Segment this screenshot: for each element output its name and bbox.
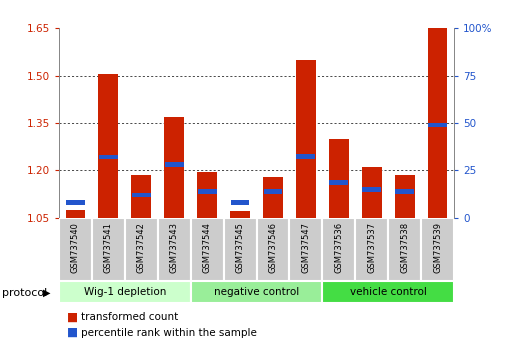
Text: GSM737545: GSM737545 <box>235 222 245 273</box>
Bar <box>296 60 315 218</box>
Text: negative control: negative control <box>214 287 299 297</box>
Bar <box>59 218 92 281</box>
Text: Wig-1 depletion: Wig-1 depletion <box>84 287 166 297</box>
Text: GSM737546: GSM737546 <box>268 222 278 273</box>
Bar <box>59 281 191 303</box>
Bar <box>264 189 282 194</box>
Bar <box>66 200 85 205</box>
Text: vehicle control: vehicle control <box>350 287 427 297</box>
Bar <box>289 218 322 281</box>
Bar <box>329 180 348 185</box>
Bar <box>362 187 381 192</box>
Text: GSM737543: GSM737543 <box>170 222 179 273</box>
Bar <box>362 167 382 218</box>
Bar <box>191 281 322 303</box>
Bar <box>322 218 355 281</box>
Bar <box>164 117 184 218</box>
Text: GSM737538: GSM737538 <box>400 222 409 273</box>
Bar <box>355 218 388 281</box>
Bar <box>197 172 217 218</box>
Bar <box>428 16 447 218</box>
Bar <box>99 155 118 159</box>
Text: GSM737537: GSM737537 <box>367 222 376 273</box>
Bar <box>231 200 249 205</box>
Bar <box>256 218 289 281</box>
Bar <box>125 218 158 281</box>
Bar <box>224 218 256 281</box>
Text: GSM737541: GSM737541 <box>104 222 113 273</box>
Bar <box>198 189 216 194</box>
Bar <box>98 74 118 218</box>
Bar <box>297 154 315 159</box>
Text: ■: ■ <box>67 310 78 323</box>
Bar <box>230 211 250 218</box>
Bar <box>131 175 151 218</box>
Text: GSM737542: GSM737542 <box>137 222 146 273</box>
Text: ■: ■ <box>67 326 78 339</box>
Bar <box>388 218 421 281</box>
Bar <box>132 193 151 197</box>
Text: GSM737544: GSM737544 <box>203 222 212 273</box>
Text: GSM737547: GSM737547 <box>301 222 310 273</box>
Bar <box>191 218 224 281</box>
Text: transformed count: transformed count <box>81 312 179 322</box>
Bar <box>158 218 191 281</box>
Text: GSM737536: GSM737536 <box>334 222 343 273</box>
Bar <box>165 162 184 167</box>
Bar <box>329 139 349 218</box>
Text: GSM737540: GSM737540 <box>71 222 80 273</box>
Bar <box>395 189 414 194</box>
Bar <box>322 281 454 303</box>
Text: ▶: ▶ <box>43 288 50 298</box>
Bar <box>394 175 415 218</box>
Text: protocol: protocol <box>2 288 47 298</box>
Bar <box>263 177 283 218</box>
Bar <box>421 218 454 281</box>
Bar <box>428 122 447 127</box>
Bar <box>92 218 125 281</box>
Text: GSM737539: GSM737539 <box>433 222 442 273</box>
Text: percentile rank within the sample: percentile rank within the sample <box>81 328 257 338</box>
Bar <box>66 210 85 218</box>
